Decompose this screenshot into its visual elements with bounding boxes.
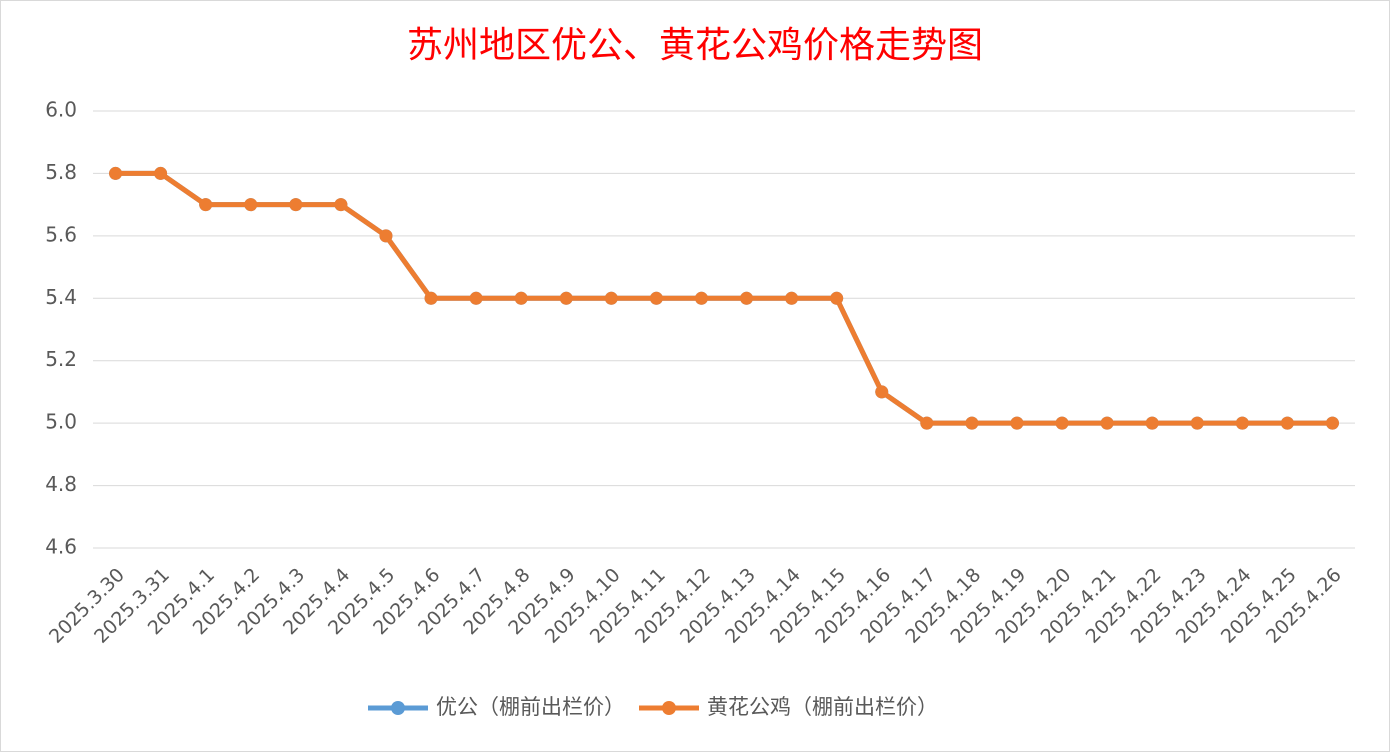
y-tick-label: 5.6 — [45, 222, 77, 246]
data-point — [1055, 416, 1069, 430]
y-tick-label: 5.4 — [45, 285, 77, 309]
data-point — [1145, 416, 1159, 430]
data-point — [1190, 416, 1204, 430]
data-point — [649, 291, 663, 305]
legend-marker — [662, 701, 676, 715]
y-tick-label: 4.8 — [45, 472, 77, 496]
data-point — [694, 291, 708, 305]
data-point — [785, 291, 799, 305]
legend-marker — [391, 701, 405, 715]
data-point — [1235, 416, 1249, 430]
legend-label: 黄花公鸡（棚前出栏价） — [707, 695, 938, 719]
chart-title: 苏州地区优公、黄花公鸡价格走势图 — [407, 25, 983, 66]
y-tick-label: 6.0 — [45, 98, 77, 122]
data-point — [965, 416, 979, 430]
data-point — [469, 291, 483, 305]
data-point — [109, 166, 123, 180]
data-point — [289, 198, 303, 212]
data-point — [244, 198, 258, 212]
data-point — [740, 291, 754, 305]
data-point — [424, 291, 438, 305]
data-point — [875, 385, 889, 399]
series-line — [115, 170, 1333, 426]
data-point — [830, 291, 844, 305]
data-point — [920, 416, 934, 430]
data-point — [1100, 416, 1114, 430]
data-point — [514, 291, 528, 305]
data-point — [1325, 416, 1339, 430]
y-tick-label: 4.6 — [45, 535, 77, 559]
legend-label: 优公（棚前出栏价） — [436, 695, 625, 719]
y-tick-label: 5.8 — [45, 160, 77, 184]
y-tick-label: 5.2 — [45, 347, 77, 371]
data-point — [1010, 416, 1024, 430]
y-tick-label: 5.0 — [45, 410, 77, 434]
data-point — [379, 229, 393, 243]
data-point — [154, 166, 168, 180]
data-point — [199, 198, 213, 212]
data-point — [1280, 416, 1294, 430]
data-point — [559, 291, 573, 305]
data-point — [334, 198, 348, 212]
data-point — [604, 291, 618, 305]
